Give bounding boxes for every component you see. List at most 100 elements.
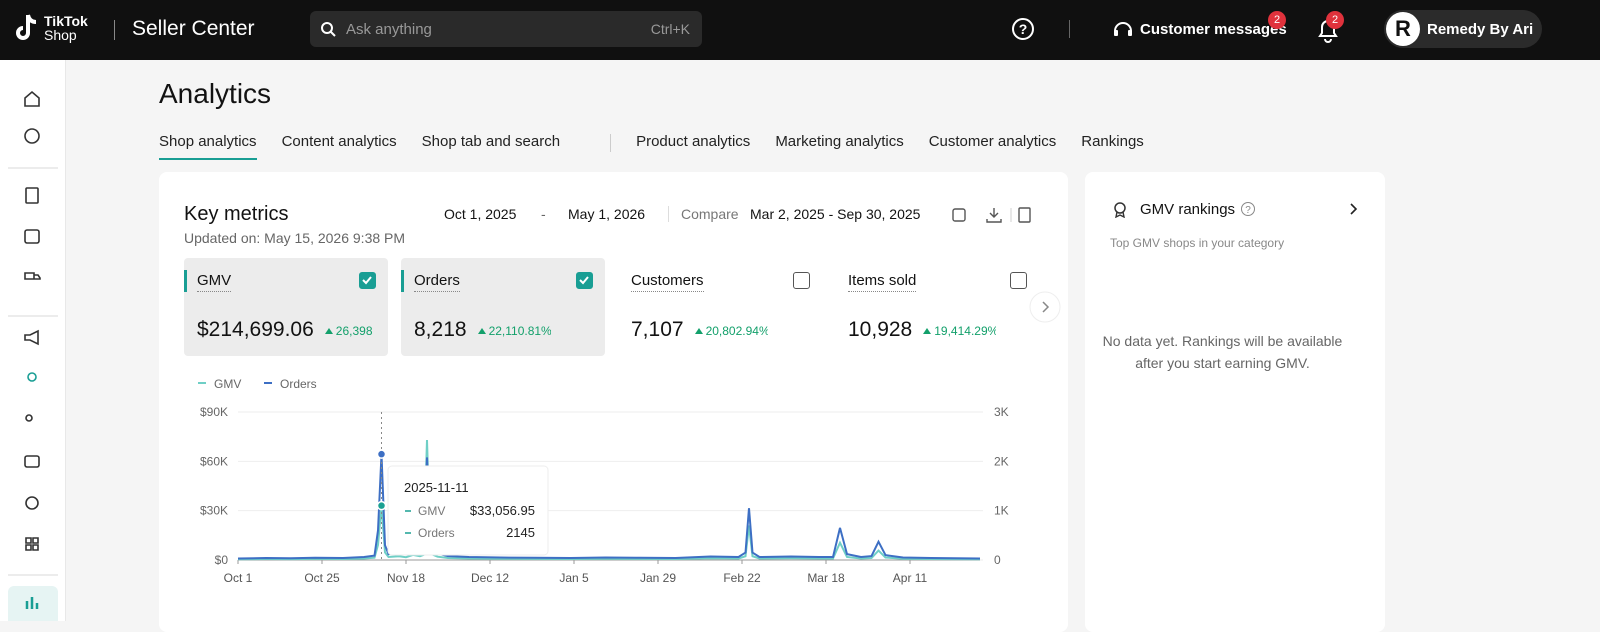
legend-label: Orders: [280, 377, 317, 391]
tabs: Shop analytics Content analytics Shop tab …: [159, 133, 1144, 160]
tab[interactable]: Content analytics: [281, 133, 397, 150]
nav-analytics: [25, 597, 39, 609]
nav-customers[interactable]: [25, 414, 33, 422]
x-tick-label: Oct 25: [304, 571, 340, 585]
help-button[interactable]: ?: [1011, 17, 1035, 41]
compare-range[interactable]: Mar 2, 2025 - Sep 30, 2025: [750, 206, 921, 222]
divider: [1069, 20, 1070, 38]
page-title: Analytics: [159, 78, 272, 109]
tab[interactable]: Customer analytics: [928, 133, 1057, 150]
tab[interactable]: Rankings: [1081, 133, 1144, 150]
download-button[interactable]: [986, 208, 1002, 223]
product-name: Seller Center: [132, 17, 255, 40]
nav-shipping[interactable]: [24, 272, 41, 280]
next-metrics-button[interactable]: [1029, 289, 1065, 325]
nav-growth[interactable]: [24, 128, 40, 144]
tab[interactable]: Shop tab and search: [421, 133, 561, 150]
nav-marketing[interactable]: [24, 329, 39, 346]
tooltip-series: GMV: [418, 504, 445, 518]
logo-bottom: Shop: [44, 27, 77, 43]
chart: $0 $30K $60K $90K 0 1K 2K 3K Oct 1 Oct 25 Nov 18 De…: [198, 377, 1009, 585]
nav-icons: [8, 90, 58, 626]
selected-bar: [401, 270, 404, 292]
metric-value: 10,928: [848, 318, 913, 341]
info-icon: ?: [1241, 202, 1255, 216]
metric-value: $214,699.06: [197, 318, 314, 341]
end-date[interactable]: May 1, 2026: [568, 206, 646, 222]
nav-affiliate[interactable]: [27, 372, 37, 382]
tooltip-box: [387, 465, 549, 556]
change-arrow: [923, 328, 932, 334]
rankings-title: GMV rankings: [1140, 201, 1236, 218]
metric-checkbox[interactable]: [576, 272, 593, 289]
metric-card[interactable]: Customers 7,107 20,802.94%: [618, 258, 822, 356]
start-date[interactable]: Oct 1, 2025: [444, 206, 517, 222]
tab[interactable]: Product analytics: [636, 133, 751, 150]
rankings-subtitle: Top GMV shops in your category: [1110, 236, 1285, 250]
x-tick-label: Feb 22: [723, 571, 761, 585]
nav-rewards[interactable]: [25, 496, 39, 510]
y2-tick-label: 3K: [994, 405, 1009, 419]
x-tick-label: Oct 1: [224, 571, 253, 585]
notifications-badge: 2: [1326, 11, 1344, 29]
gmv-rankings-card: GMV rankings ? Top GMV shops in your cat…: [1085, 172, 1385, 632]
customer-messages[interactable]: Customer messages: [1140, 21, 1287, 38]
metric-value: 8,218: [414, 318, 467, 341]
messages-badge: 2: [1268, 11, 1286, 29]
edit-button[interactable]: [952, 208, 966, 222]
tooltip-value: $33,056.95: [470, 503, 535, 518]
selected-bar: [184, 270, 187, 292]
hover-dot: [376, 449, 387, 459]
account-menu[interactable]: R Remedy By Ari: [1384, 10, 1542, 48]
divider: [114, 20, 115, 40]
report-button[interactable]: [1018, 207, 1031, 223]
nav-apps[interactable]: [25, 537, 39, 551]
nav-orders[interactable]: [25, 187, 39, 204]
change-arrow: [324, 328, 333, 334]
metric-name: Customers: [631, 272, 704, 292]
metric-change: 20,802.94%: [705, 324, 768, 338]
nav-live[interactable]: [24, 455, 40, 468]
hover-dot: [376, 500, 387, 511]
rank-icon: [1114, 202, 1126, 218]
metric-checkbox[interactable]: [359, 272, 376, 289]
change-arrow: [477, 328, 486, 334]
card-title: Key metrics: [184, 203, 289, 225]
metric-card[interactable]: GMV $214,699.06 26,398: [184, 258, 388, 356]
avatar: R: [1386, 12, 1420, 46]
series-line: [237, 454, 981, 560]
x-tick-label: Nov 18: [387, 571, 425, 585]
logo-top: TikTok: [44, 13, 88, 29]
tab[interactable]: Shop analytics: [159, 133, 257, 160]
y2-tick-label: 1K: [994, 504, 1009, 518]
key-metrics-card: Key metrics Updated on: May 15, 2026 9:3…: [159, 172, 1068, 632]
metric-name: Items sold: [848, 272, 917, 292]
svg-text:?: ?: [1245, 205, 1251, 216]
date-separator: -: [541, 206, 546, 222]
metric-checkbox[interactable]: [793, 272, 810, 289]
change-arrow: [694, 328, 703, 334]
legend-label: GMV: [214, 377, 241, 391]
card-actions: [952, 207, 1031, 223]
metric-card[interactable]: Items sold 10,928 19,414.29%: [835, 258, 1039, 356]
x-tick-label: Apr 11: [893, 571, 928, 585]
search-box[interactable]: Ask anything Ctrl+K: [310, 11, 702, 47]
y2-tick-label: 2K: [994, 454, 1009, 468]
nav-home[interactable]: [24, 90, 40, 107]
top-bar: TikTok Shop Seller Center Ask anything Ct…: [0, 0, 1600, 60]
nav-products[interactable]: [24, 229, 40, 244]
search-icon: [321, 22, 336, 37]
check-mark: [579, 276, 589, 285]
metric-card[interactable]: Orders 8,218 22,110.81%: [401, 258, 605, 356]
updated-time: Updated on: May 15, 2026 9:38 PM: [184, 230, 406, 246]
tab-divider: [610, 134, 612, 152]
compare-label: Compare: [668, 206, 739, 222]
metric-change: 26,398: [335, 324, 373, 338]
messages-icon: [1114, 22, 1132, 36]
tab[interactable]: Marketing analytics: [775, 133, 904, 150]
metric-value: 7,107: [631, 318, 684, 341]
rankings-more[interactable]: [1347, 202, 1361, 216]
metric-checkbox[interactable]: [1010, 272, 1027, 289]
x-tick-label: Dec 12: [471, 571, 509, 585]
